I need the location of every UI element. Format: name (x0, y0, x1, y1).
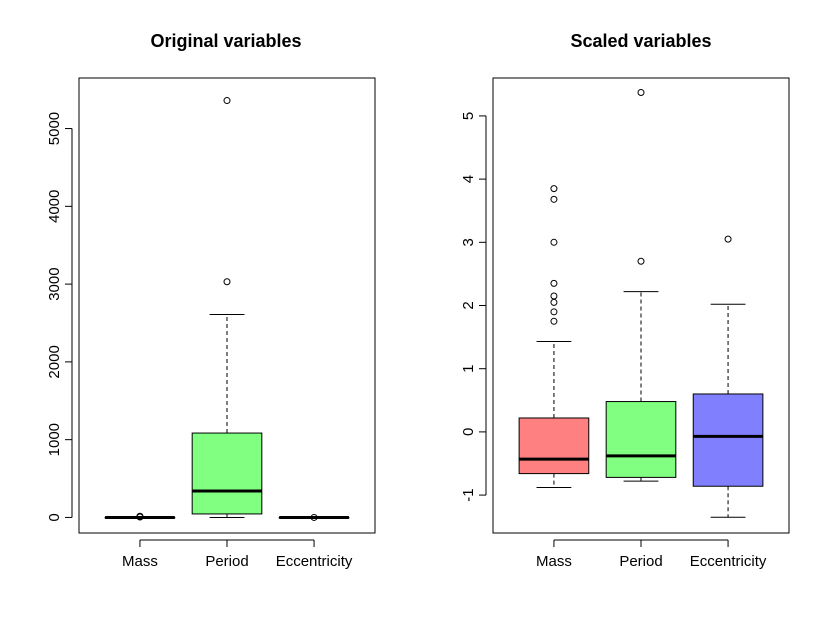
y-tick-label: 2 (460, 301, 477, 309)
outlier-point (136, 513, 144, 521)
outlier-point (550, 298, 558, 306)
y-tick-label: 4 (460, 175, 477, 183)
plot-frame-original (78, 77, 376, 534)
panel-scaled-variables: Scaled variables -1 0 1 2 3 4 5 Mass Period Eccen… (460, 31, 790, 570)
box-period (605, 401, 677, 478)
y-tick-label: 5000 (46, 112, 63, 145)
y-tick-label: 0 (46, 513, 63, 521)
outlier-point (550, 238, 558, 246)
box-mass (518, 417, 590, 475)
x-tick-label: Period (205, 553, 248, 570)
y-tick-label: 3 (460, 238, 477, 246)
box-eccentricity (692, 393, 764, 487)
x-tick-label: Mass (122, 553, 158, 570)
chart-title-original: Original variables (150, 31, 301, 51)
box-period (191, 432, 263, 515)
outlier-point (310, 513, 318, 521)
outlier-point (223, 278, 231, 286)
y-tick-label: 4000 (46, 190, 63, 223)
x-tick-label: Eccentricity (276, 553, 353, 570)
outlier-point (223, 97, 231, 105)
outlier-point (550, 308, 558, 316)
outlier-point (550, 317, 558, 325)
y-tick-label: 1 (460, 365, 477, 373)
y-tick-label: 2000 (46, 345, 63, 378)
outlier-point (637, 257, 645, 265)
outlier-point (550, 292, 558, 300)
y-tick-label: 3000 (46, 267, 63, 300)
x-tick-label: Mass (536, 553, 572, 570)
panel-original-variables: Original variables 0 1000 2000 3000 4000 5000… (46, 31, 376, 570)
y-tick-label: 1000 (46, 423, 63, 456)
outlier-point (550, 279, 558, 287)
y-tick-label: 0 (460, 428, 477, 436)
chart-title-scaled: Scaled variables (570, 31, 711, 51)
y-tick-label: 5 (460, 112, 477, 120)
plot-frame-scaled (492, 77, 790, 534)
outlier-point (550, 185, 558, 193)
x-tick-label: Period (619, 553, 662, 570)
outlier-point (550, 195, 558, 203)
y-tick-label: -1 (460, 488, 477, 501)
outlier-point (724, 235, 732, 243)
x-tick-label: Eccentricity (690, 553, 767, 570)
outlier-point (637, 89, 645, 97)
